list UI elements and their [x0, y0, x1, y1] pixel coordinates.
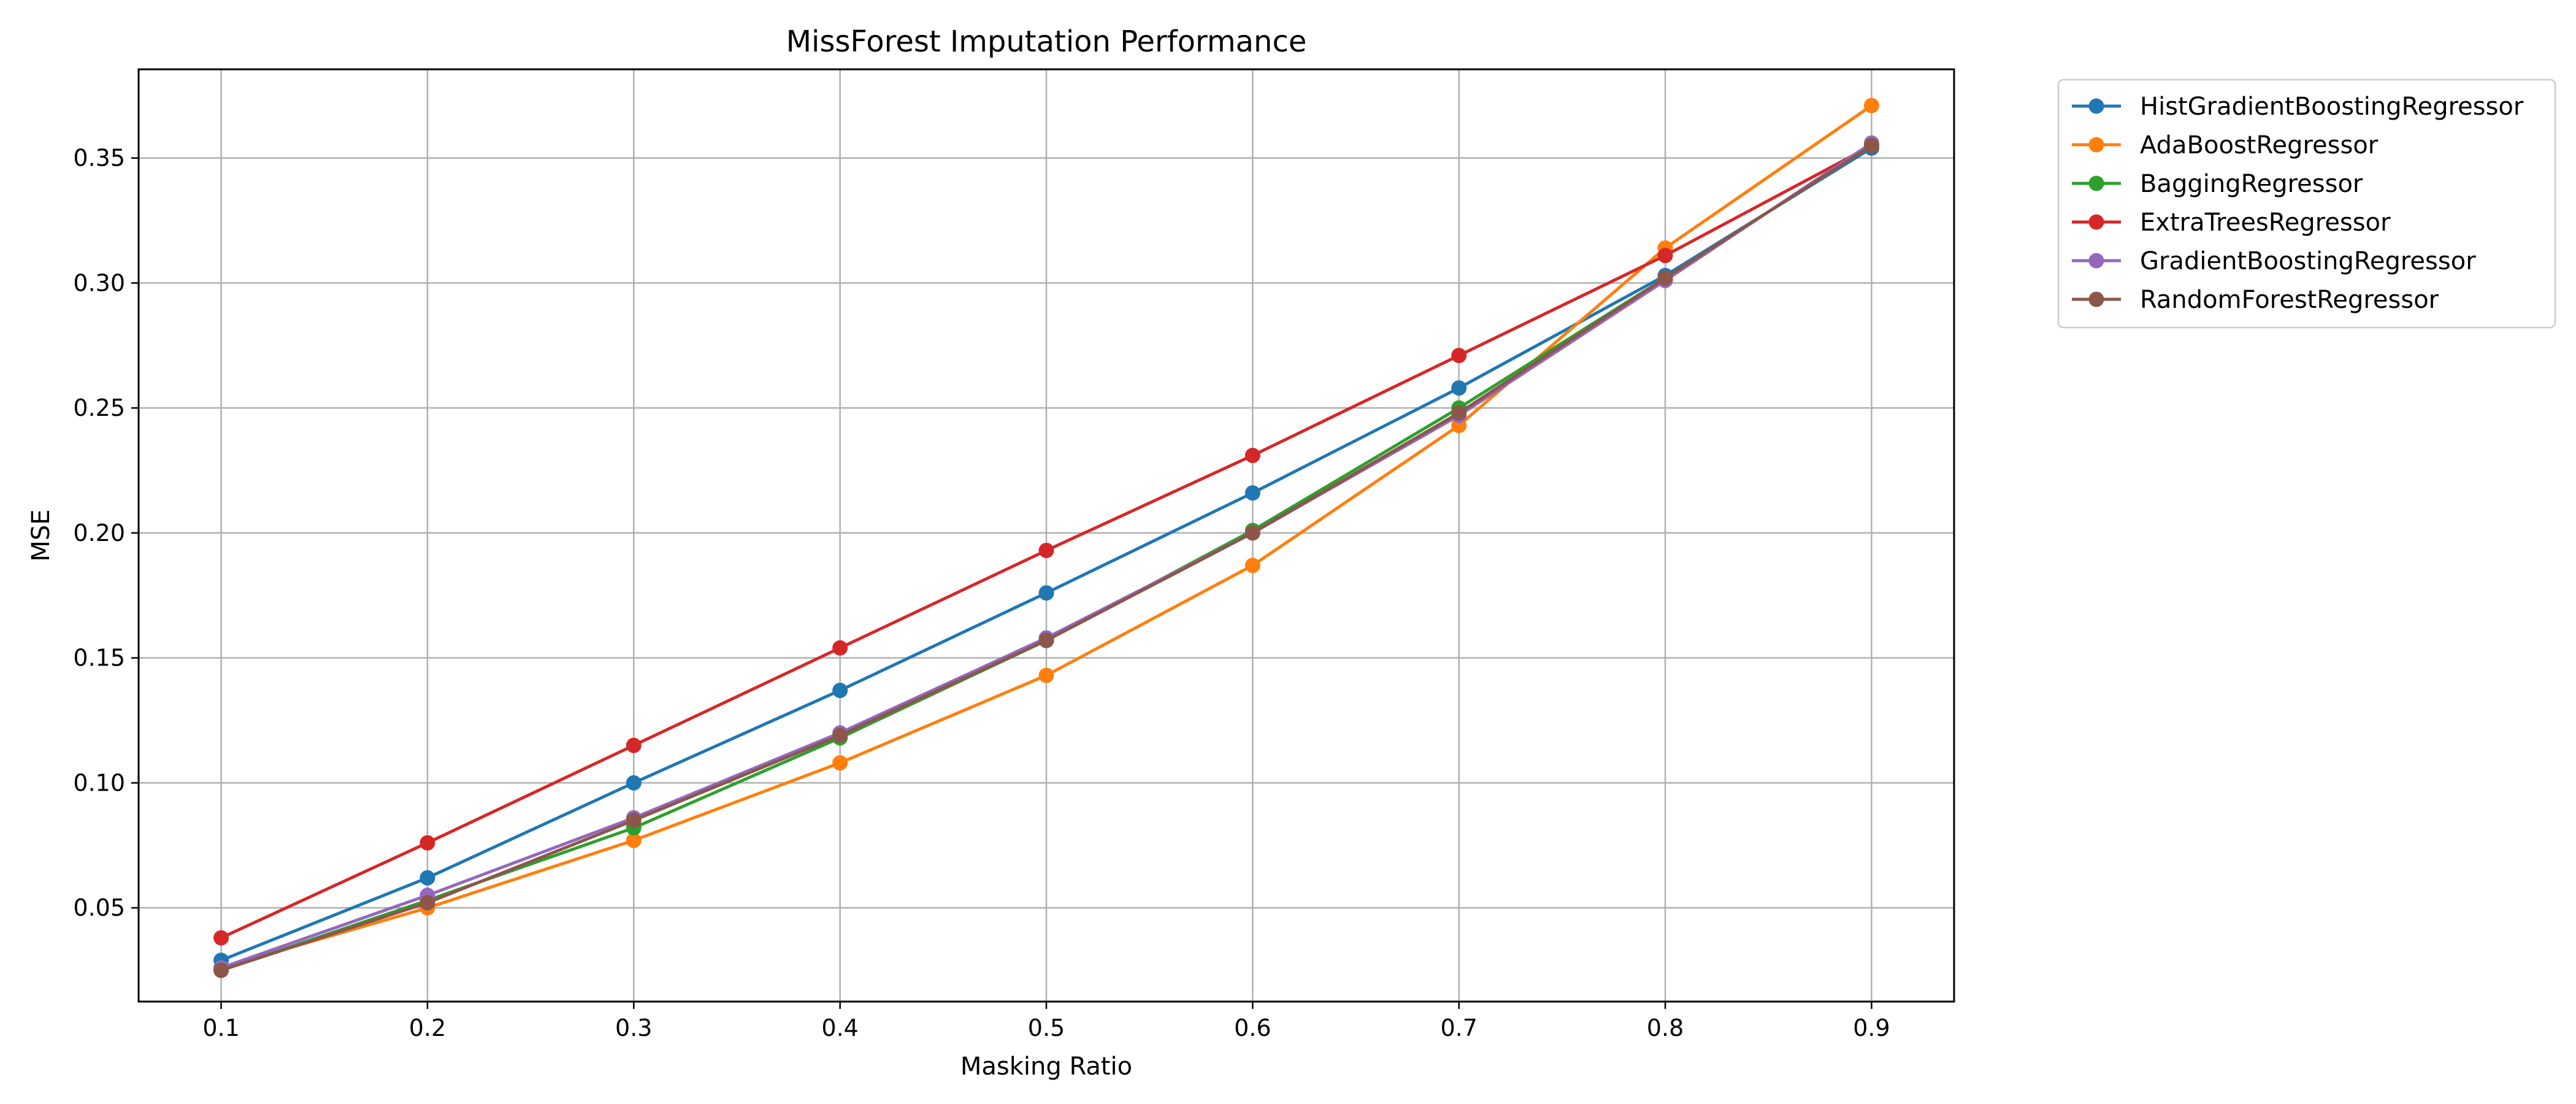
data-point: [1451, 405, 1467, 421]
legend-marker: [2088, 291, 2104, 307]
data-point: [1038, 632, 1054, 648]
data-point: [832, 755, 848, 771]
legend-label: GradientBoostingRegressor: [2140, 247, 2476, 275]
y-tick-label: 0.20: [73, 519, 125, 546]
data-point: [1244, 558, 1260, 573]
legend-label: AdaBoostRegressor: [2140, 131, 2379, 159]
data-point: [832, 727, 848, 743]
legend-entry: AdaBoostRegressor: [2072, 131, 2379, 159]
x-tick-label: 0.9: [1853, 1014, 1890, 1041]
legend-entry: RandomForestRegressor: [2072, 286, 2439, 314]
axis-ticks: 0.1 0.2 0.3 0.4 0.5 0.6 0.7 0.8 0.9 0.05 0.10 0.15 0…: [73, 145, 1890, 1041]
x-tick-label: 0.2: [409, 1014, 446, 1041]
series-hist-gradient-boosting-regressor: [213, 140, 1879, 968]
y-tick-label: 0.05: [73, 894, 125, 921]
data-point: [1244, 525, 1260, 541]
data-point: [213, 930, 229, 946]
legend-entry: BaggingRegressor: [2072, 170, 2363, 198]
data-point: [1038, 585, 1054, 601]
data-point: [213, 962, 229, 978]
y-tick-label: 0.35: [73, 145, 125, 172]
legend-entry: GradientBoostingRegressor: [2072, 247, 2476, 275]
x-tick-label: 0.4: [821, 1014, 858, 1041]
data-point: [420, 895, 435, 911]
data-point: [1863, 137, 1879, 153]
x-tick-label: 0.3: [615, 1014, 652, 1041]
data-point: [1244, 485, 1260, 501]
legend-marker: [2088, 253, 2104, 269]
legend-label: HistGradientBoostingRegressor: [2140, 93, 2524, 121]
legend: HistGradientBoostingRegressor AdaBoostReg…: [2057, 79, 2556, 329]
y-tick-label: 0.10: [73, 769, 125, 796]
series-random-forest-regressor: [213, 137, 1879, 978]
y-tick-label: 0.15: [73, 645, 125, 672]
data-point: [626, 832, 642, 848]
legend-label: BaggingRegressor: [2140, 170, 2363, 198]
data-point: [1451, 380, 1467, 396]
data-point: [1038, 667, 1054, 683]
grid: [139, 69, 1954, 1002]
data-point: [626, 813, 642, 829]
x-tick-label: 0.5: [1028, 1014, 1065, 1041]
legend-label: RandomForestRegressor: [2140, 286, 2439, 314]
series-lines: [213, 98, 1879, 978]
data-point: [1244, 448, 1260, 464]
legend-box: [2057, 79, 2556, 329]
y-tick-label: 0.30: [73, 269, 125, 296]
chart-title: MissForest Imputation Performance: [786, 25, 1307, 59]
legend-entry: HistGradientBoostingRegressor: [2072, 93, 2524, 121]
y-tick-label: 0.25: [73, 394, 125, 421]
y-axis-label: MSE: [27, 509, 55, 561]
data-point: [1451, 348, 1467, 364]
legend-marker: [2088, 137, 2104, 153]
x-tick-label: 0.8: [1647, 1014, 1684, 1041]
legend-entry: ExtraTreesRegressor: [2072, 209, 2391, 237]
data-point: [626, 775, 642, 791]
data-point: [832, 640, 848, 656]
data-point: [832, 683, 848, 699]
data-point: [1863, 98, 1879, 113]
legend-marker: [2088, 175, 2104, 191]
legend-marker: [2088, 214, 2104, 230]
legend-label: ExtraTreesRegressor: [2140, 209, 2391, 237]
data-point: [1657, 270, 1673, 286]
data-point: [626, 737, 642, 753]
data-point: [1657, 248, 1673, 264]
series-extra-trees-regressor: [213, 137, 1879, 946]
legend-marker: [2088, 98, 2104, 114]
data-point: [420, 835, 435, 851]
data-point: [1038, 542, 1054, 558]
x-axis-label: Masking Ratio: [960, 1052, 1132, 1081]
x-tick-label: 0.7: [1441, 1014, 1478, 1041]
x-tick-label: 0.1: [202, 1014, 239, 1041]
data-point: [420, 870, 435, 886]
x-tick-label: 0.6: [1234, 1014, 1271, 1041]
